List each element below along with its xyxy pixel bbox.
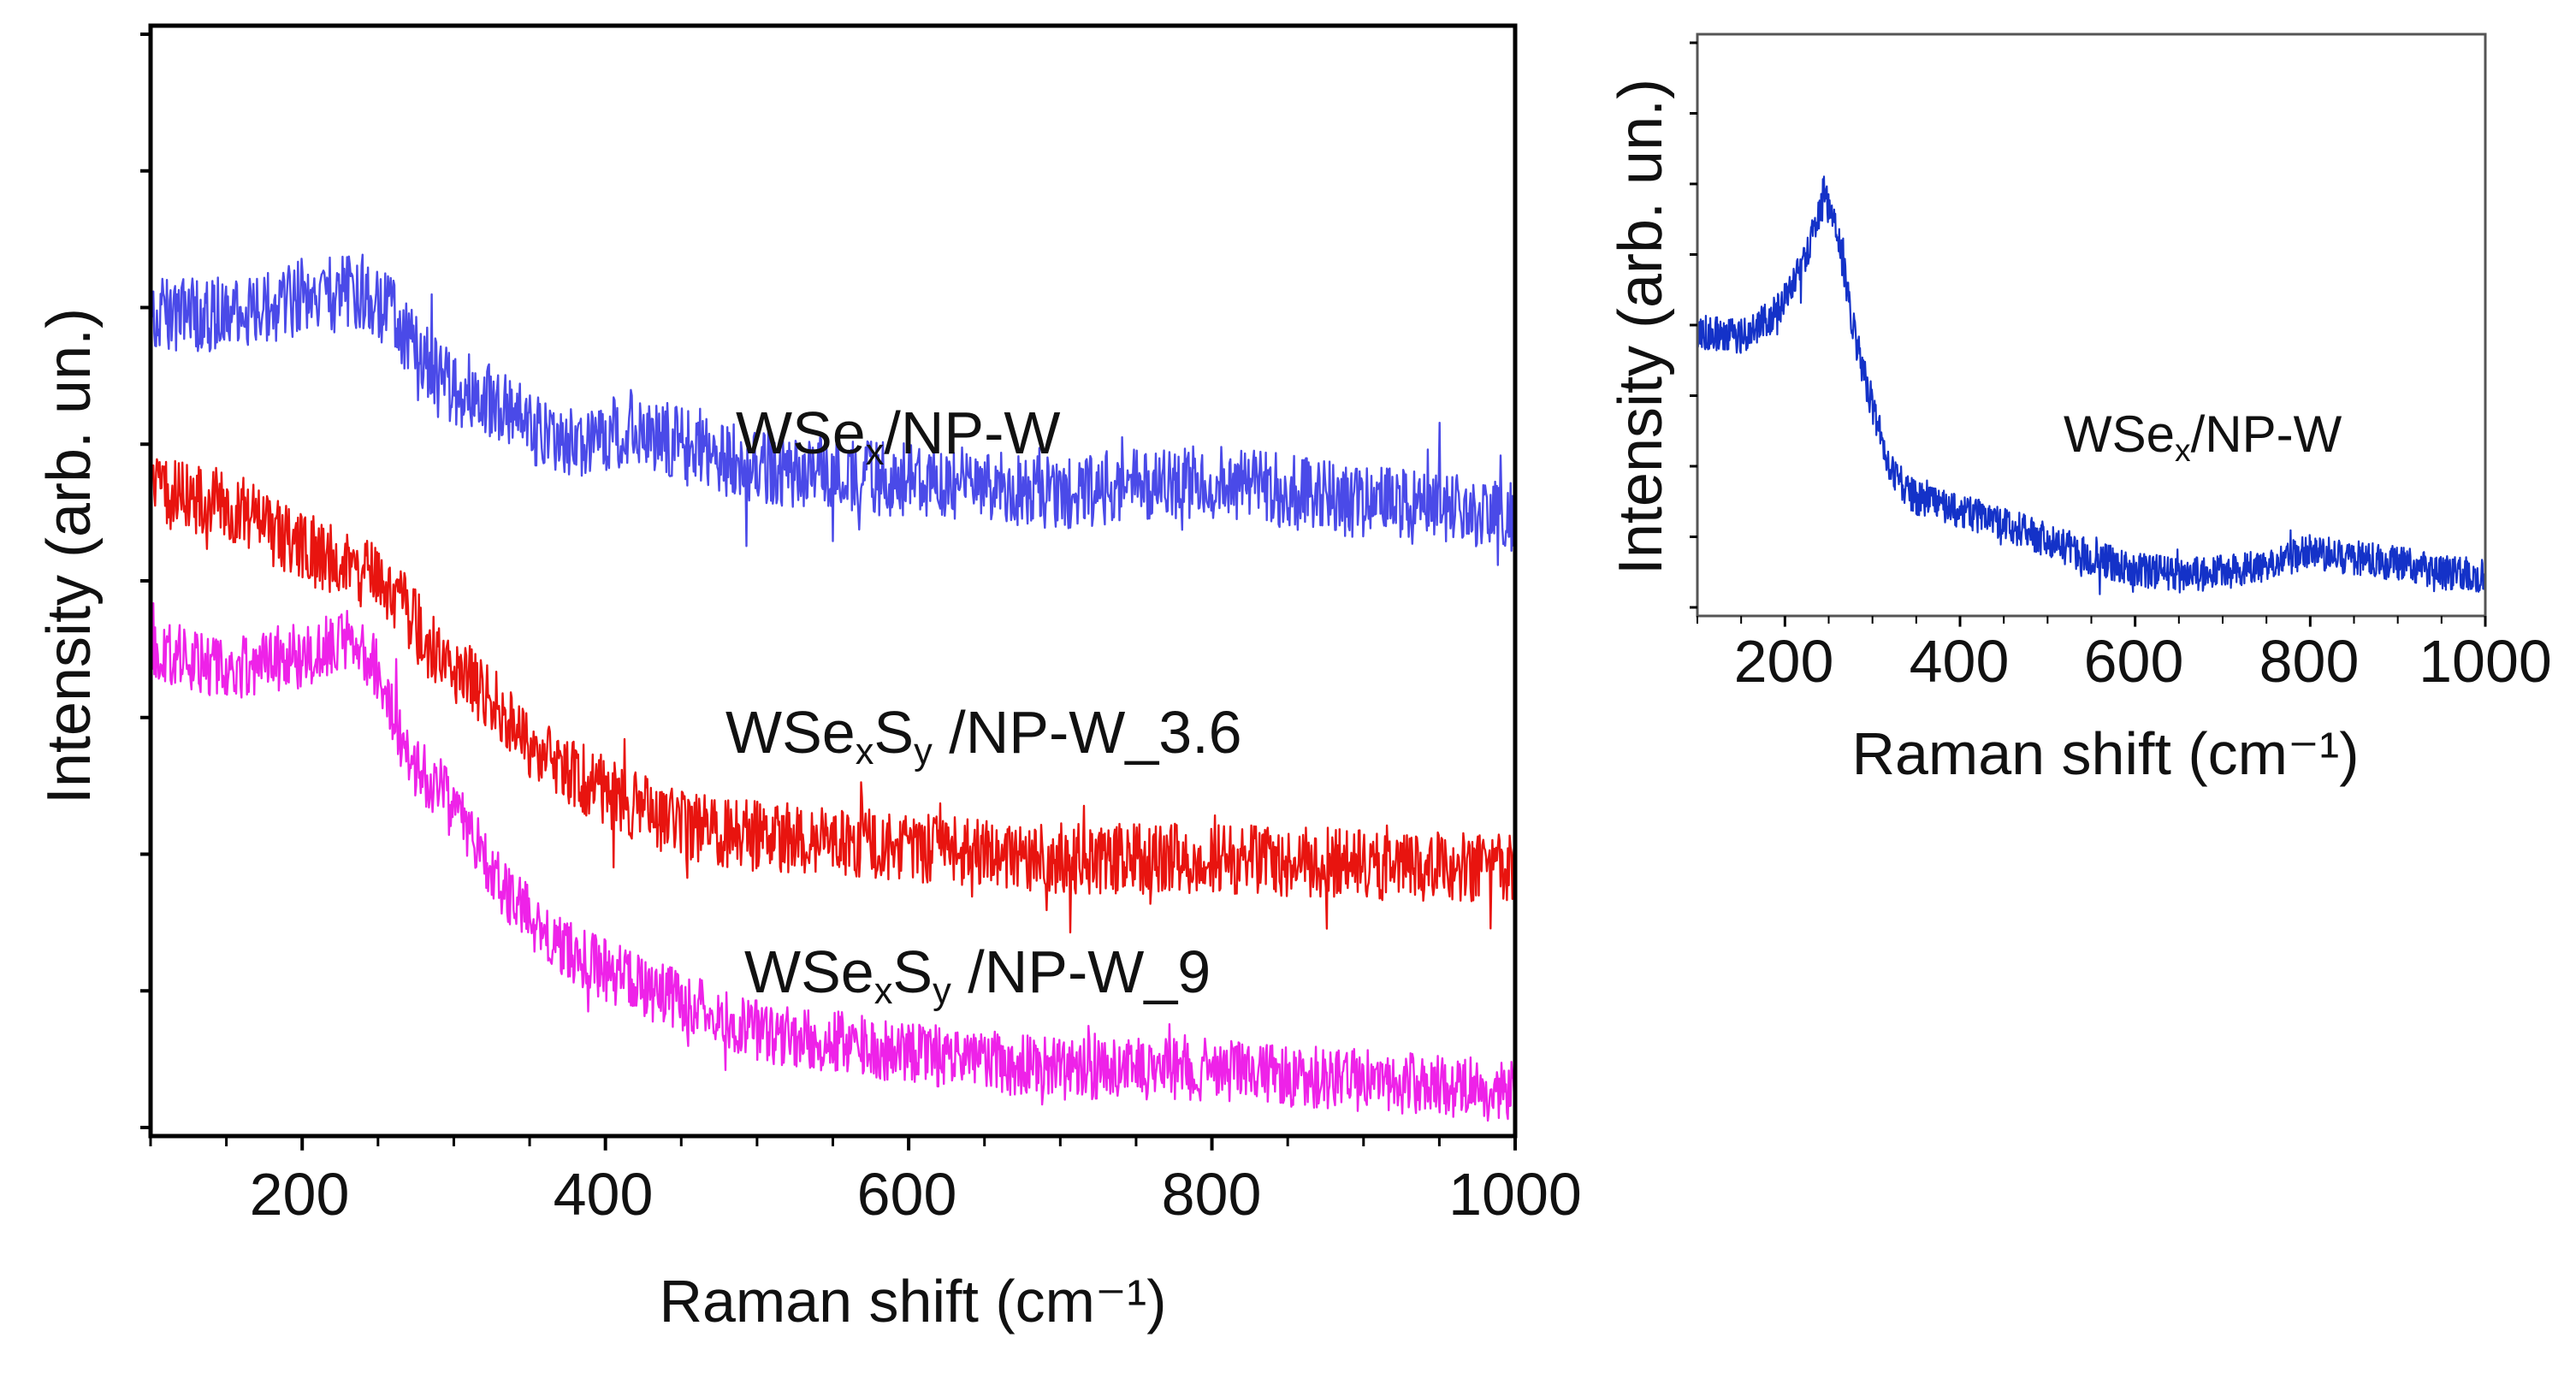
inset-x-tick-label: 800 [2259,628,2360,695]
main-chart: 200 400 600 800 1000 Raman shift (cm⁻¹) … [35,23,1582,1335]
series-line [149,602,1517,1122]
series-label: WSexSy /NP-W_3.6 [725,699,1242,772]
inset-x-tick-label: 1000 [2419,628,2552,695]
series-line [149,253,1517,566]
inset-chart: 200 400 600 800 1000 Raman shift (cm⁻¹) … [1607,33,2552,787]
inset-series-layer [1696,175,2487,595]
label-text: /NP-W [2191,405,2342,463]
main-x-axis-title: Raman shift (cm⁻¹) [659,1268,1166,1335]
label-text: /NP-W_3.6 [933,699,1242,766]
label-subscript: y [914,731,933,772]
main-ticks-layer [140,33,1517,1151]
main-x-tick-label: 200 [250,1161,350,1228]
inset-ticks-layer [1690,41,2487,627]
label-text: WSe [736,400,866,466]
label-text: /NP-W [884,400,1060,466]
inset-y-axis-title: Intensity (arb. un.) [1607,79,1675,575]
main-series-layer [149,253,1517,1122]
label-text: /NP-W_9 [951,938,1211,1005]
series-label: WSex/NP-W [2064,405,2342,468]
label-subscript: y [933,971,951,1012]
inset-x-tick-label: 600 [2084,628,2184,695]
label-text: WSe [744,938,874,1005]
main-x-tick-label: 800 [1162,1161,1262,1228]
series-line [149,458,1517,934]
inset-x-axis-title: Raman shift (cm⁻¹) [1851,720,2359,787]
label-text: WSe [725,699,856,766]
inset-x-tick-label: 200 [1734,628,1834,695]
inset-x-tick-label: 400 [1910,628,2010,695]
label-subscript: x [874,971,893,1012]
main-x-tick-label: 600 [857,1161,957,1228]
label-text: WSe [2064,405,2175,463]
main-x-tick-label: 400 [554,1161,654,1228]
label-text: S [892,938,933,1005]
series-label: WSexSy /NP-W_9 [744,938,1211,1012]
label-text: S [873,699,914,766]
series-line [1696,175,2487,595]
main-y-axis-title: Intensity (arb. un.) [35,308,104,804]
label-subscript: x [2175,432,2191,468]
label-subscript: x [856,731,874,772]
main-x-tick-label: 1000 [1448,1161,1582,1228]
label-subscript: x [866,432,885,473]
series-label: WSex/NP-W [736,400,1060,473]
